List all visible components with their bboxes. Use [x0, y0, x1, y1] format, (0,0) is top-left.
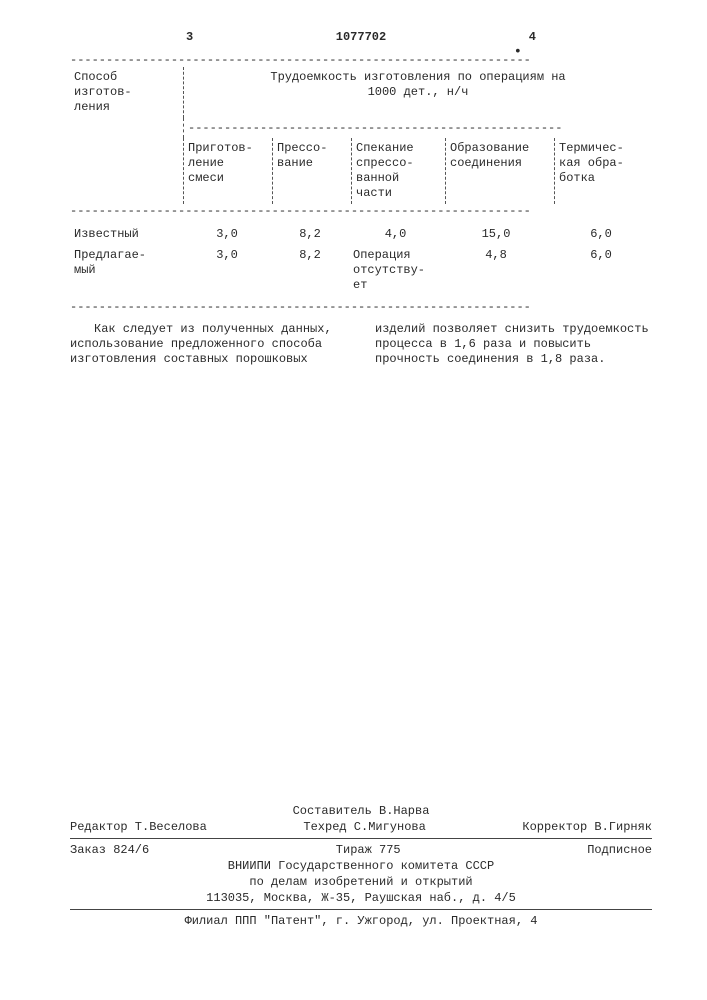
subcol-3: Спеканиеспрессо-ваннойчасти	[352, 138, 446, 204]
org-line-1: ВНИИПИ Государственного комитета СССР	[70, 859, 652, 874]
cell-val: 4,8	[442, 245, 550, 296]
rule-dash: ----------------------------------------…	[70, 53, 652, 67]
page-left: 3	[186, 30, 193, 45]
cell-val: 8,2	[271, 245, 349, 296]
doc-number: 1077702	[336, 30, 386, 45]
org-line-2: по делам изобретений и открытий	[70, 875, 652, 890]
page-right: 4	[529, 30, 536, 45]
order-no: Заказ 824/6	[70, 843, 149, 858]
subcol-5: Термичес-кая обра-ботка	[555, 138, 653, 204]
imprint-footer: Составитель В.Нарва Редактор Т.Веселова …	[70, 803, 652, 930]
branch-line: Филиал ППП "Патент", г. Ужгород, ул. Про…	[70, 914, 652, 929]
cell-label: Предлагае-мый	[70, 245, 183, 296]
cell-val: 8,2	[271, 224, 349, 245]
rule-line	[70, 908, 652, 910]
cell-val: 4,0	[349, 224, 442, 245]
col-header-method: Способ изготов-ления	[70, 67, 184, 118]
paragraph-left: Как следует из полученных данных, исполь…	[70, 322, 347, 367]
dot-accent: •	[514, 44, 522, 62]
subcol-2: Прессо-вание	[273, 138, 352, 204]
cell-val: Операцияотсутству-ет	[349, 245, 442, 296]
subcol-1: Приготов-лениесмеси	[184, 138, 273, 204]
rule-dash-sub: ----------------------------------------…	[188, 121, 648, 135]
compiler-line: Составитель В.Нарва	[70, 804, 652, 819]
cell-label: Известный	[70, 224, 183, 245]
cell-val: 3,0	[183, 224, 271, 245]
cell-val: 3,0	[183, 245, 271, 296]
cell-val: 6,0	[550, 245, 652, 296]
editor: Редактор Т.Веселова	[70, 820, 207, 835]
address-line: 113035, Москва, Ж-35, Раушская наб., д. …	[70, 891, 652, 906]
table-row: Предлагае-мый 3,0 8,2 Операцияотсутству-…	[70, 245, 652, 296]
table-row: Известный 3,0 8,2 4,0 15,0 6,0	[70, 224, 652, 245]
cell-val: 6,0	[550, 224, 652, 245]
body-paragraph: Как следует из полученных данных, исполь…	[70, 322, 652, 367]
col-header-group: Трудоемкость изготовления по операциям н…	[184, 67, 653, 118]
rule-dash: ----------------------------------------…	[70, 300, 652, 314]
cell-val: 15,0	[442, 224, 550, 245]
corrector: Корректор В.Гирняк	[522, 820, 652, 835]
paragraph-right: изделий позволяет снизить трудоемкость п…	[375, 322, 652, 367]
tech-editor: Техред С.Мигунова	[303, 820, 425, 835]
rule-line	[70, 837, 652, 839]
subcol-4: Образованиесоединения	[446, 138, 555, 204]
subscribed: Подписное	[587, 843, 652, 858]
rule-dash: ----------------------------------------…	[70, 204, 652, 218]
tirazh: Тираж 775	[336, 843, 401, 858]
